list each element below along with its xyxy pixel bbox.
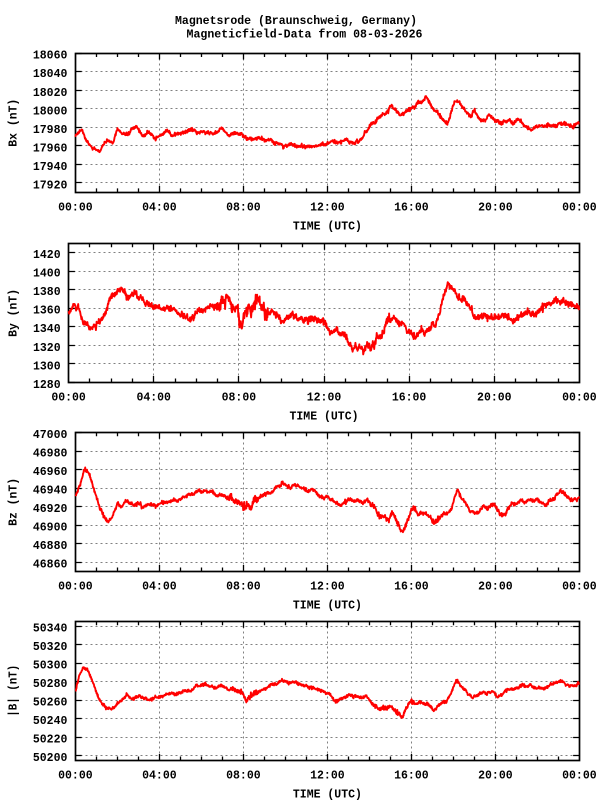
svg-text:46860: 46860: [33, 558, 68, 572]
svg-text:04:00: 04:00: [136, 391, 171, 405]
svg-text:17940: 17940: [33, 160, 68, 174]
svg-text:1320: 1320: [33, 341, 61, 355]
svg-text:00:00: 00:00: [562, 580, 597, 594]
svg-text:17920: 17920: [33, 178, 68, 192]
svg-text:|B| (nT): |B| (nT): [6, 665, 20, 717]
svg-text:46960: 46960: [33, 465, 68, 479]
svg-text:50300: 50300: [33, 659, 68, 673]
svg-text:Bx (nT): Bx (nT): [6, 99, 20, 147]
svg-text:00:00: 00:00: [58, 769, 93, 783]
svg-text:46920: 46920: [33, 502, 68, 516]
svg-text:50320: 50320: [33, 640, 68, 654]
svg-text:18020: 18020: [33, 86, 68, 100]
svg-text:By (nT): By (nT): [6, 289, 20, 337]
svg-text:18000: 18000: [33, 104, 68, 118]
svg-text:16:00: 16:00: [394, 201, 429, 215]
svg-text:Magnetsrode (Braunschweig, Ger: Magnetsrode (Braunschweig, Germany): [175, 14, 417, 28]
svg-text:20:00: 20:00: [478, 580, 513, 594]
svg-text:1300: 1300: [33, 359, 61, 373]
svg-text:1280: 1280: [33, 378, 61, 392]
svg-text:12:00: 12:00: [310, 201, 345, 215]
svg-text:50260: 50260: [33, 696, 68, 710]
svg-text:50220: 50220: [33, 733, 68, 747]
svg-text:Bz (nT): Bz (nT): [6, 478, 20, 526]
svg-text:17960: 17960: [33, 141, 68, 155]
svg-text:1420: 1420: [33, 248, 61, 262]
svg-text:00:00: 00:00: [562, 201, 597, 215]
svg-text:18040: 18040: [33, 67, 68, 81]
svg-text:50240: 50240: [33, 714, 68, 728]
svg-text:Magneticfield-Data from 08-03-: Magneticfield-Data from 08-03-2026: [187, 28, 423, 42]
svg-text:1380: 1380: [33, 285, 61, 299]
svg-text:TIME (UTC): TIME (UTC): [293, 598, 362, 612]
svg-text:16:00: 16:00: [394, 580, 429, 594]
svg-text:20:00: 20:00: [478, 769, 513, 783]
svg-text:TIME (UTC): TIME (UTC): [293, 219, 362, 233]
svg-text:46940: 46940: [33, 484, 68, 498]
svg-text:1360: 1360: [33, 304, 61, 318]
svg-text:04:00: 04:00: [142, 201, 177, 215]
svg-text:04:00: 04:00: [142, 769, 177, 783]
svg-text:08:00: 08:00: [222, 391, 257, 405]
svg-text:08:00: 08:00: [226, 580, 261, 594]
svg-text:20:00: 20:00: [478, 201, 513, 215]
svg-text:50280: 50280: [33, 677, 68, 691]
svg-text:12:00: 12:00: [307, 391, 342, 405]
svg-text:08:00: 08:00: [226, 201, 261, 215]
svg-text:00:00: 00:00: [562, 391, 597, 405]
svg-text:50340: 50340: [33, 622, 68, 636]
svg-text:12:00: 12:00: [310, 580, 345, 594]
svg-text:TIME (UTC): TIME (UTC): [293, 787, 362, 800]
svg-text:17980: 17980: [33, 123, 68, 137]
svg-text:00:00: 00:00: [51, 391, 86, 405]
svg-text:00:00: 00:00: [58, 201, 93, 215]
svg-text:18060: 18060: [33, 49, 68, 63]
svg-text:1400: 1400: [33, 267, 61, 281]
svg-text:46980: 46980: [33, 447, 68, 461]
svg-text:16:00: 16:00: [392, 391, 427, 405]
svg-text:46880: 46880: [33, 539, 68, 553]
svg-text:00:00: 00:00: [58, 580, 93, 594]
svg-text:08:00: 08:00: [226, 769, 261, 783]
svg-text:00:00: 00:00: [562, 769, 597, 783]
svg-text:16:00: 16:00: [394, 769, 429, 783]
svg-text:46900: 46900: [33, 521, 68, 535]
svg-text:04:00: 04:00: [142, 580, 177, 594]
svg-text:12:00: 12:00: [310, 769, 345, 783]
svg-text:20:00: 20:00: [477, 391, 512, 405]
svg-text:47000: 47000: [33, 428, 68, 442]
svg-text:50200: 50200: [33, 751, 68, 765]
svg-text:TIME (UTC): TIME (UTC): [290, 409, 359, 423]
svg-text:1340: 1340: [33, 322, 61, 336]
